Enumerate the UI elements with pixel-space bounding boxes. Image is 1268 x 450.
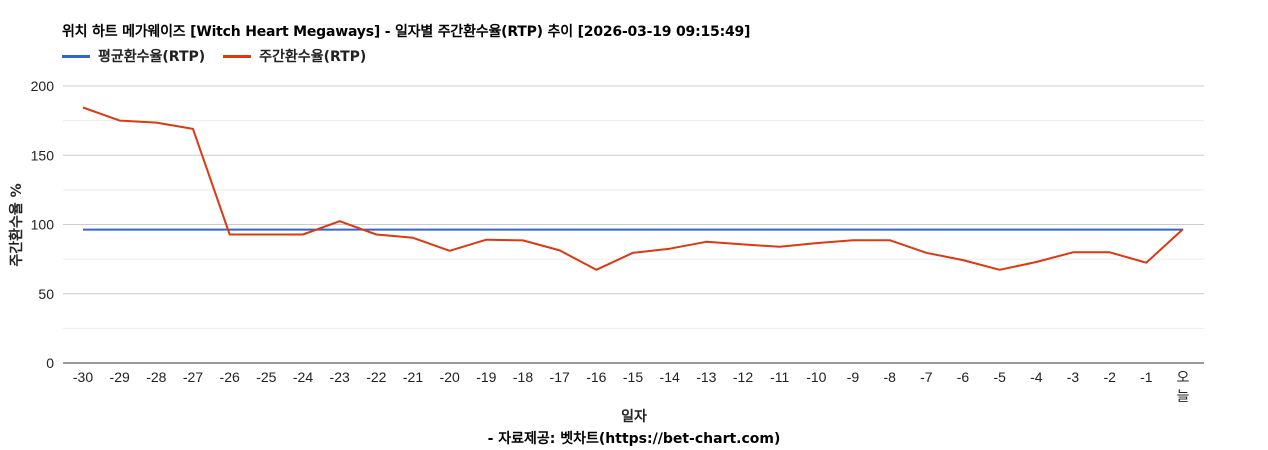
legend-swatch-blue	[62, 54, 90, 58]
x-tick-label: -17	[550, 369, 570, 385]
x-tick-label: -4	[1030, 369, 1043, 385]
x-axis-label: 일자	[621, 409, 647, 425]
x-tick-label: -21	[403, 369, 423, 385]
x-tick-label: -25	[256, 369, 276, 385]
legend-swatch-red	[223, 54, 252, 58]
y-tick-label: 50	[38, 286, 54, 302]
x-tick-label: -15	[623, 369, 643, 385]
x-tick-label: -8	[883, 369, 896, 385]
x-tick-label: -10	[806, 369, 826, 385]
x-tick-label: -12	[733, 369, 753, 385]
legend-item-average-rtp[interactable]: 평균환수율(RTP)	[62, 46, 205, 66]
y-tick-label: 100	[31, 217, 55, 233]
legend-item-weekly-rtp[interactable]: 주간환수율(RTP)	[223, 46, 366, 66]
x-tick-label: -23	[330, 369, 350, 385]
legend-label: 평균환수율(RTP)	[98, 49, 206, 65]
x-tick-label: -13	[696, 369, 716, 385]
x-tick-label: -7	[920, 369, 933, 385]
x-tick-label: -26	[220, 369, 240, 385]
x-tick-label: 오	[1177, 369, 1190, 385]
x-tick-label: -28	[146, 369, 166, 385]
y-tick-label: 0	[46, 355, 54, 371]
x-tick-label: -29	[110, 369, 130, 385]
x-tick-label: -19	[476, 369, 496, 385]
y-tick-label: 150	[31, 147, 55, 163]
weekly-rtp-line	[82, 106, 1184, 271]
source-credit: - 자료제공: 벳차트(https://bet-chart.com)	[487, 431, 781, 447]
y-axis-label: 주간환수율 %	[9, 183, 25, 267]
x-tick-label: -1	[1140, 369, 1153, 385]
x-tick-label: -11	[770, 369, 789, 385]
y-tick-label: 200	[31, 78, 55, 94]
x-tick-label: -30	[73, 369, 93, 385]
x-tick-label: 늘	[1177, 388, 1190, 404]
x-tick-label: -2	[1103, 369, 1116, 385]
x-tick-label: -3	[1067, 369, 1080, 385]
x-tick-label: -24	[293, 369, 313, 385]
x-tick-label: -14	[660, 369, 680, 385]
x-tick-label: -16	[586, 369, 606, 385]
x-tick-label: -18	[513, 369, 533, 385]
x-tick-label: -22	[366, 369, 386, 385]
chart-title: 위치 하트 메가웨이즈 [Witch Heart Megaways] - 일자별…	[62, 24, 751, 40]
chart-legend: 평균환수율(RTP) 주간환수율(RTP)	[62, 46, 366, 66]
x-tick-label: -27	[183, 369, 203, 385]
legend-label: 주간환수율(RTP)	[259, 49, 367, 65]
x-tick-label: -20	[440, 369, 460, 385]
x-tick-label: -6	[957, 369, 970, 385]
x-tick-label: -5	[993, 369, 1006, 385]
x-tick-label: -9	[847, 369, 860, 385]
